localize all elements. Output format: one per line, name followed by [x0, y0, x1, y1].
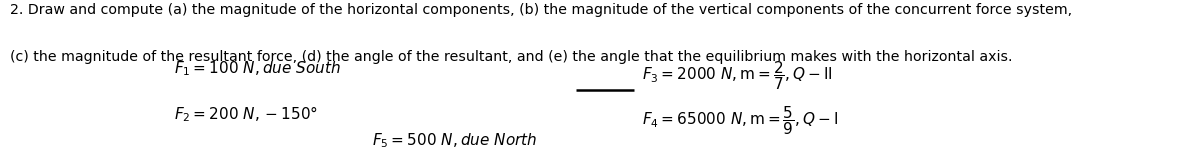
Text: $F_5 = 500\ N, \mathit{due\ North}$: $F_5 = 500\ N, \mathit{due\ North}$	[372, 131, 538, 150]
Text: (c) the magnitude of the resultant force, (d) the angle of the resultant, and (e: (c) the magnitude of the resultant force…	[10, 50, 1012, 64]
Text: $F_1 = 100\ N, \mathit{due\ South}$: $F_1 = 100\ N, \mathit{due\ South}$	[174, 59, 341, 78]
Text: $F_3 = 2000\ N, \mathrm{m} = \dfrac{2}{7}, Q - \mathrm{II}$: $F_3 = 2000\ N, \mathrm{m} = \dfrac{2}{7…	[642, 59, 833, 92]
Text: 2. Draw and compute (a) the magnitude of the horizontal components, (b) the magn: 2. Draw and compute (a) the magnitude of…	[10, 3, 1072, 17]
Text: $F_2 = 200\ N, -150°$: $F_2 = 200\ N, -150°$	[174, 105, 318, 124]
Text: $F_4 = 65000\ N, \mathrm{m} = \dfrac{5}{9}, Q - \mathrm{I}$: $F_4 = 65000\ N, \mathrm{m} = \dfrac{5}{…	[642, 105, 838, 137]
